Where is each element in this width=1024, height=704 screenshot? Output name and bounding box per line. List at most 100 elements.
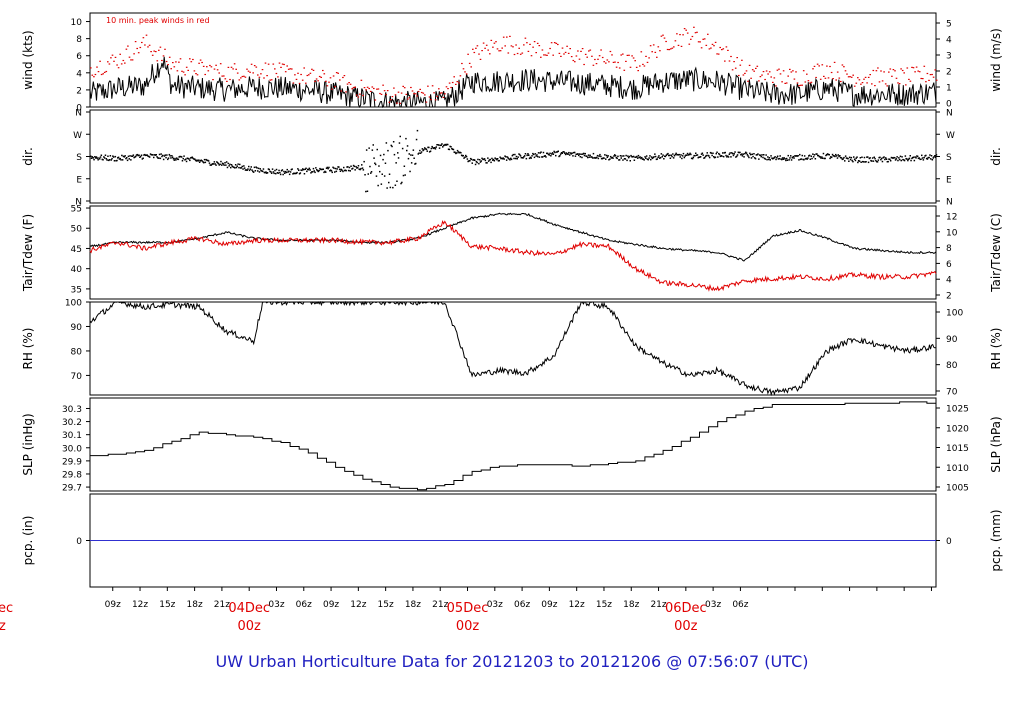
peak-wind-point [391, 96, 394, 98]
peak-wind-point [600, 49, 602, 51]
peak-wind-point [385, 94, 387, 96]
wind-dir-point [180, 156, 183, 158]
peak-wind-point [393, 87, 395, 89]
peak-wind-point [238, 79, 241, 81]
wind-dir-point [383, 153, 385, 156]
wind-dir-point [131, 155, 134, 157]
peak-wind-point [900, 68, 902, 70]
wind-dir-point [347, 169, 350, 172]
peak-wind-point [838, 77, 841, 79]
wind-dir-point [543, 155, 546, 157]
peak-wind-point [541, 49, 544, 51]
peak-wind-point [155, 51, 157, 53]
y-tick-label-left: 10 [71, 18, 83, 28]
wind-dir-point [298, 173, 301, 175]
wind-dir-point [798, 159, 800, 161]
peak-wind-point [176, 70, 179, 72]
wind-dir-point [809, 158, 812, 160]
wind-dir-point [858, 160, 861, 162]
wind-dir-point [811, 157, 813, 160]
wind-dir-point [189, 157, 192, 159]
wind-dir-point [240, 167, 243, 169]
wind-dir-point [162, 158, 165, 161]
y-axis-label-left: RH (%) [21, 328, 35, 370]
wind-dir-point [740, 153, 743, 155]
wind-dir-point [441, 143, 443, 145]
peak-wind-point [612, 61, 615, 63]
wind-dir-point [640, 157, 642, 160]
peak-wind-point [734, 67, 737, 69]
wind-dir-point [314, 171, 316, 174]
wind-dir-point [894, 157, 896, 159]
wind-dir-point [708, 156, 711, 159]
wind-dir-point [276, 172, 279, 174]
wind-dir-point [779, 155, 781, 157]
wind-dir-point [491, 157, 493, 160]
wind-dir-point [893, 156, 895, 159]
wind-dir-point [324, 170, 326, 173]
wind-dir-point [427, 146, 429, 149]
peak-wind-point [912, 67, 915, 69]
wind-dir-point [539, 152, 541, 154]
wind-dir-point [898, 158, 901, 161]
wind-dir-point [694, 155, 696, 157]
wind-dir-point [216, 161, 218, 163]
wind-dir-point [266, 172, 269, 174]
x-day-label-top: 05Dec [447, 601, 489, 616]
wind-dir-point [552, 153, 555, 155]
peak-wind-point [351, 88, 353, 90]
peak-wind-point [592, 64, 595, 66]
peak-wind-point [493, 42, 496, 44]
wind-dir-point [591, 157, 594, 159]
wind-dir-point [237, 163, 239, 165]
wind-dir-point [198, 159, 200, 161]
wind-dir-point [691, 157, 694, 160]
peak-wind-point [578, 58, 581, 60]
wind-dir-point [508, 158, 510, 160]
wind-dir-point [301, 169, 303, 172]
peak-wind-point [249, 71, 251, 73]
wind-dir-point [897, 159, 899, 162]
wind-dir-point [905, 157, 907, 160]
y-tick-label-right: 6 [946, 260, 952, 270]
wind-dir-point [410, 162, 413, 164]
wind-dir-point [763, 154, 765, 156]
peak-wind-point [540, 56, 542, 58]
wind-dir-point [447, 148, 450, 150]
wind-dir-point [505, 159, 508, 161]
wind-dir-point [547, 153, 550, 156]
wind-dir-point [202, 161, 204, 163]
peak-wind-point [566, 45, 568, 47]
wind-dir-point [192, 157, 194, 160]
peak-wind-point [496, 48, 499, 50]
peak-wind-point [411, 90, 414, 92]
peak-wind-point [501, 47, 503, 49]
wind-dir-point [203, 161, 205, 164]
wind-dir-point [185, 160, 188, 163]
wind-dir-point [677, 154, 680, 156]
wind-dir-point [857, 161, 859, 164]
peak-wind-point [226, 80, 228, 82]
wind-dir-point [737, 151, 740, 154]
peak-wind-point [526, 42, 528, 44]
peak-wind-point [227, 66, 230, 68]
wind-dir-point [845, 157, 848, 159]
wind-dir-point [647, 158, 649, 161]
peak-wind-point [90, 67, 92, 69]
x-hour-label: 12z [132, 600, 148, 610]
wind-dir-point [319, 167, 321, 170]
wind-dir-point [925, 154, 927, 157]
wind-dir-point [199, 160, 202, 162]
peak-wind-point [776, 69, 779, 71]
wind-dir-point [564, 152, 566, 154]
wind-dir-point [369, 165, 371, 168]
peak-wind-point [224, 78, 227, 80]
peak-wind-point [819, 78, 822, 80]
wind-dir-point [630, 154, 632, 157]
peak-wind-point [527, 50, 530, 52]
wind-dir-point [804, 158, 807, 160]
wind-dir-point [307, 168, 310, 171]
wind-dir-point [534, 153, 537, 155]
peak-wind-point [99, 60, 101, 62]
